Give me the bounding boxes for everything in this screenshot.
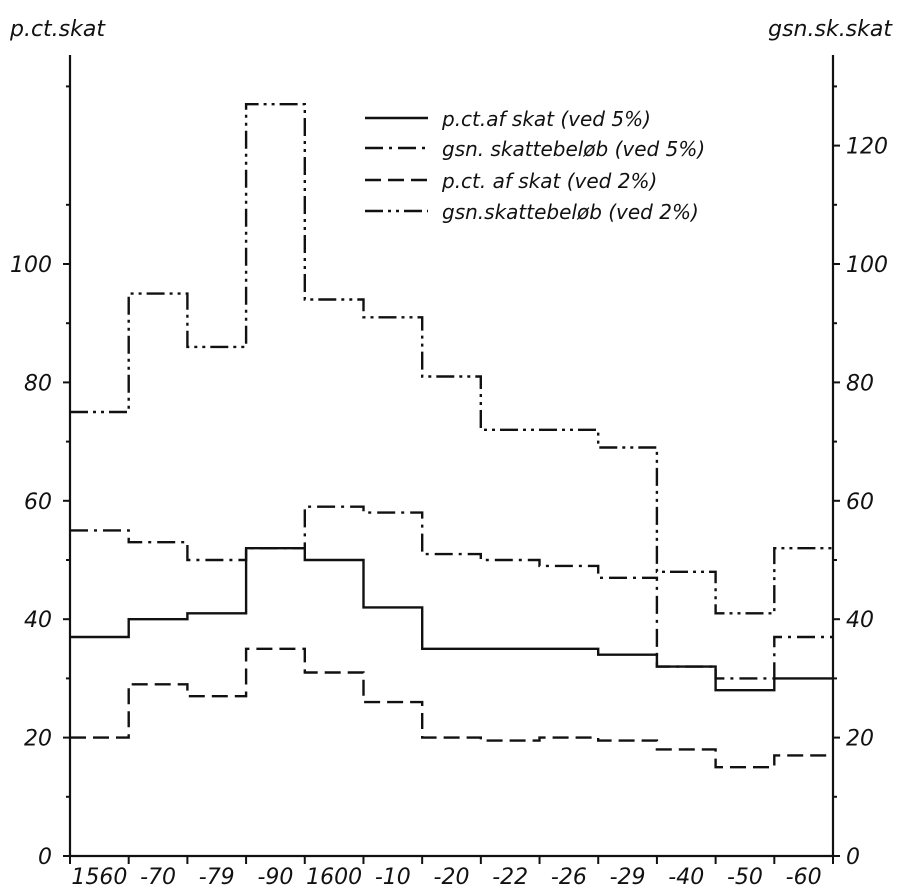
- legend-item: gsn.skattebeløb (ved 2%): [365, 200, 699, 224]
- series-layer: [70, 103, 833, 769]
- legend: p.ct.af skat (ved 5%) gsn. skattebeløb (…: [365, 107, 705, 224]
- series-line-2: [70, 647, 833, 769]
- legend-item: p.ct. af skat (ved 2%): [365, 169, 657, 193]
- left-tick-label: 40: [24, 608, 52, 633]
- right-axis-title: gsn.sk.skat: [768, 17, 893, 42]
- right-tick-label: 20: [846, 727, 874, 752]
- right-tick-label: 80: [846, 371, 874, 396]
- legend-label-3: gsn.skattebeløb (ved 2%): [442, 200, 699, 224]
- right-tick-label: 60: [846, 490, 874, 515]
- x-tick-label: 1600: [306, 865, 362, 889]
- legend-label-1: gsn. skattebeløb (ved 5%): [442, 137, 705, 161]
- series-line-1: [70, 505, 833, 680]
- left-tick-label: 100: [10, 253, 52, 278]
- series-line-3: [70, 103, 833, 615]
- left-tick-label: 60: [24, 490, 52, 515]
- legend-item: gsn. skattebeløb (ved 5%): [365, 137, 705, 161]
- x-tick-label: -29: [610, 865, 646, 889]
- left-axis-ticks: 0 20 40 60 80 100: [10, 85, 70, 870]
- left-axis-title: p.ct.skat: [9, 17, 106, 42]
- x-tick-label: -40: [668, 865, 704, 889]
- x-tick-label: -79: [199, 865, 235, 889]
- x-tick-label: -20: [434, 865, 470, 889]
- x-tick-label: -90: [257, 865, 293, 889]
- left-tick-label: 80: [24, 371, 52, 396]
- x-tick-label: -60: [786, 865, 822, 889]
- left-tick-label: 20: [24, 727, 52, 752]
- x-tick-label: 1560: [71, 865, 127, 889]
- right-tick-label: 120: [846, 135, 888, 160]
- right-axis-ticks: 0 20 40 60 80 100 120: [833, 85, 888, 870]
- legend-item: p.ct.af skat (ved 5%): [365, 107, 651, 131]
- right-tick-label: 0: [846, 845, 860, 870]
- x-tick-label: -70: [140, 865, 176, 889]
- series-line-0: [70, 547, 833, 692]
- x-tick-label: -22: [492, 865, 528, 889]
- legend-label-0: p.ct.af skat (ved 5%): [441, 107, 651, 131]
- legend-label-2: p.ct. af skat (ved 2%): [441, 169, 657, 193]
- x-tick-label: -10: [375, 865, 411, 889]
- x-tick-label: -50: [727, 865, 763, 889]
- right-tick-label: 40: [846, 608, 874, 633]
- right-tick-label: 100: [846, 253, 888, 278]
- x-tick-label: -26: [551, 865, 587, 889]
- x-axis-ticks: 1560 -70 -79 -90 1600 -10 -20 -22 -26 -29 -40 -50 -6…: [69, 856, 834, 889]
- left-tick-label: 0: [38, 845, 52, 870]
